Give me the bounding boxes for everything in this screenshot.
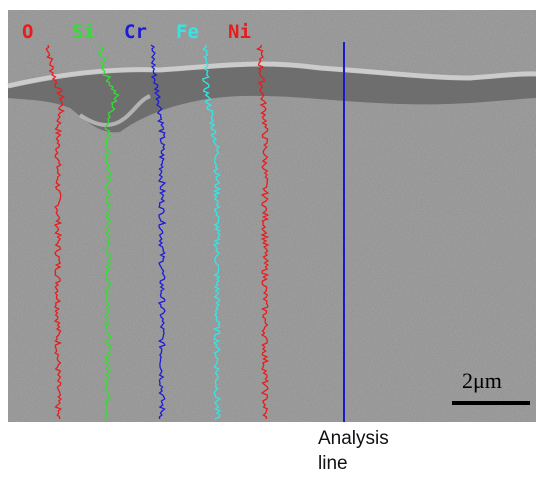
scale-bar-label: 2μm bbox=[462, 368, 502, 393]
crack bbox=[8, 66, 536, 133]
element-label: Fe bbox=[176, 21, 199, 43]
line-scan-trace bbox=[201, 44, 222, 420]
line-scan-trace bbox=[97, 45, 120, 420]
element-label: Cr bbox=[124, 21, 147, 43]
line-scan-trace bbox=[45, 44, 66, 420]
element-label: Si bbox=[72, 21, 95, 43]
crack-edge bbox=[7, 61, 536, 89]
element-label: O bbox=[22, 21, 33, 43]
annotation: Analysis line bbox=[318, 428, 389, 474]
line-scan-trace bbox=[255, 44, 270, 420]
crack-edge bbox=[78, 94, 151, 127]
element-label: Ni bbox=[228, 21, 251, 43]
line-scan-trace bbox=[150, 44, 167, 420]
